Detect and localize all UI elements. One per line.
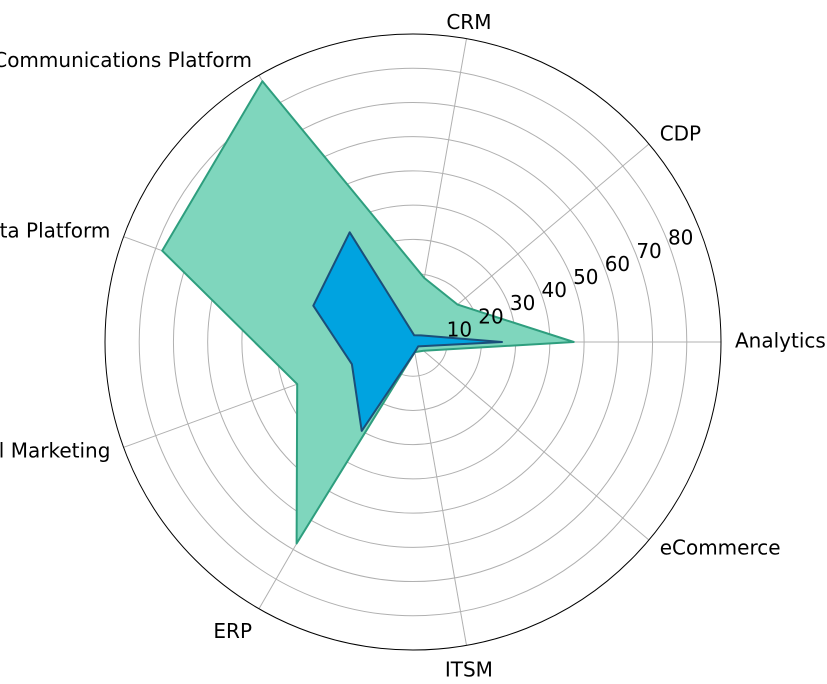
category-label-3: Communications Platform	[0, 48, 252, 72]
category-label-7: ITSM	[445, 657, 493, 681]
radial-tick-label-60: 60	[605, 252, 630, 276]
radial-tick-label-50: 50	[573, 265, 598, 289]
outer-ring-layer	[104, 33, 722, 651]
category-label-5: Digital Marketing	[0, 439, 110, 463]
category-label-8: eCommerce	[660, 536, 781, 560]
category-label-0: Analytics & AI	[735, 329, 827, 353]
series-layer	[161, 80, 575, 545]
category-labels: Analytics & AI CDP CRM Communications Platf…	[0, 10, 827, 681]
radial-tick-label-40: 40	[541, 278, 566, 302]
category-label-4: Data Platform	[0, 218, 110, 242]
radial-tick-label-20: 20	[478, 304, 503, 328]
spoke-7	[412, 341, 467, 646]
spoke-8	[412, 341, 650, 541]
series-1-area	[312, 231, 503, 432]
radial-tick-label-30: 30	[510, 291, 535, 315]
category-label-2: CRM	[446, 10, 491, 34]
radial-tick-label-70: 70	[636, 239, 661, 263]
radial-tick-label-80: 80	[668, 226, 693, 250]
radial-tick-label-10: 10	[447, 317, 472, 341]
category-label-1: CDP	[660, 122, 701, 146]
outer-ring	[104, 33, 722, 651]
category-label-6: ERP	[213, 619, 252, 643]
